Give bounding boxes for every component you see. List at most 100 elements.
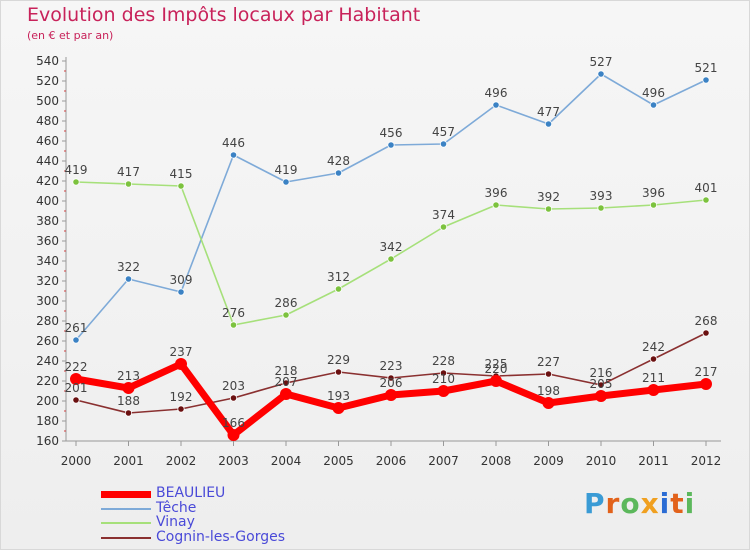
y-tick-label: 380 [36,214,59,228]
y-tick-label: 400 [36,194,59,208]
y-tick-label: 160 [36,434,59,448]
y-tick-label: 320 [36,274,59,288]
data-label: 206 [380,376,403,390]
logo-letter: x [640,487,660,520]
data-label: 166 [222,416,245,430]
x-tick-label: 2003 [218,454,249,468]
proxiti-logo: Proxiti [584,487,695,520]
y-tick-label: 280 [36,314,59,328]
data-point [229,151,238,159]
x-tick-label: 2000 [61,454,92,468]
data-label: 210 [432,372,455,386]
data-label: 193 [327,389,350,403]
data-label: 237 [170,345,193,359]
y-tick-label: 460 [36,134,59,148]
legend-swatch [101,536,151,539]
data-point [597,70,605,78]
legend-label: Vinay [156,514,195,530]
y-tick-label: 180 [36,414,59,428]
data-point [702,196,710,204]
data-point [124,180,133,188]
x-tick-label: 2008 [481,454,512,468]
data-point [702,76,710,84]
data-point [649,201,658,209]
logo-letter: o [620,487,641,520]
legend-label: BEAULIEU [156,485,226,501]
data-point [122,382,135,394]
legend-swatch [101,507,151,510]
data-label: 213 [117,369,140,383]
data-point [542,397,555,409]
data-point [700,378,712,390]
data-label: 428 [327,154,350,168]
x-tick-label: 2007 [428,454,459,468]
data-point [332,402,345,414]
data-label: 419 [275,163,298,177]
y-tick-label: 260 [36,334,59,348]
y-tick-label: 340 [36,254,59,268]
data-point [334,169,343,177]
y-tick-label: 200 [36,394,59,408]
y-tick-label: 480 [36,114,59,128]
legend-swatch [101,490,151,498]
data-point [282,311,290,319]
chart-axes: 160 180 200 220 240 260 280 300 320 340 360 380 400 4… [36,54,721,468]
data-label: 228 [432,354,455,368]
data-label: 198 [537,384,560,398]
data-label: 261 [65,321,88,335]
data-point [649,355,658,363]
y-tick-label: 440 [36,154,59,168]
data-point [280,388,292,400]
data-point [595,390,607,402]
x-tick-label: 2010 [586,454,617,468]
data-label: 309 [170,273,193,287]
data-point [227,429,240,441]
data-label: 205 [590,377,613,391]
data-point [439,369,448,377]
data-label: 446 [222,136,245,150]
data-label: 396 [485,186,508,200]
data-label: 203 [222,379,245,393]
x-tick-label: 2006 [376,454,407,468]
data-label: 286 [275,296,298,310]
data-label: 223 [380,359,403,373]
x-tick-label: 2005 [323,454,354,468]
data-point [175,358,187,370]
data-point [124,275,133,283]
data-point [544,370,553,378]
data-label: 457 [432,125,455,139]
y-tick-label: 500 [36,94,59,108]
data-label: 415 [170,167,193,181]
data-label: 496 [485,86,508,100]
data-point [177,405,185,413]
x-tick-label: 2011 [638,454,669,468]
data-point [702,329,710,337]
data-label: 477 [537,105,560,119]
data-point [544,120,553,128]
x-tick-label: 2009 [533,454,564,468]
data-point [229,394,238,402]
data-label: 225 [485,357,508,371]
data-label: 218 [275,364,298,378]
y-tick-label: 220 [36,374,59,388]
data-point [72,336,80,344]
logo-letter: i [684,487,696,520]
logo-letter: t [670,487,685,520]
data-point [597,204,605,212]
data-point [282,379,290,387]
data-label: 392 [537,190,560,204]
data-label: 393 [590,189,613,203]
data-point [544,205,553,213]
data-label: 268 [695,314,718,328]
data-point [70,373,82,385]
data-point [387,141,395,149]
logo-letter: i [659,487,671,520]
data-label: 188 [117,394,140,408]
data-point [387,374,395,382]
data-point [72,178,80,186]
data-point [387,255,395,263]
data-label: 527 [590,55,613,69]
data-point [385,389,397,401]
y-tick-label: 300 [36,294,59,308]
y-tick-label: 540 [36,54,59,68]
